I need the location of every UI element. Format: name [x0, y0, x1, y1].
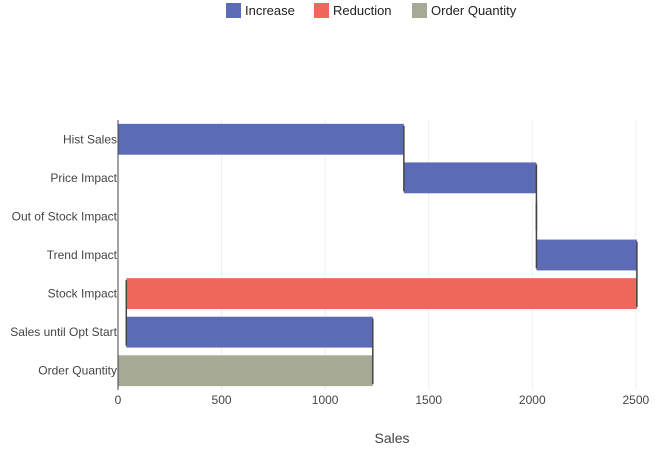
legend[interactable]: Increase Reduction Order Quantity	[226, 3, 517, 18]
y-tick-label: Price Impact	[50, 171, 117, 185]
legend-swatch	[226, 3, 241, 18]
bar-reduction	[126, 278, 637, 309]
x-tick-label: 2500	[623, 393, 650, 407]
legend-label: Order Quantity	[431, 3, 517, 18]
legend-item-total[interactable]: Order Quantity	[412, 3, 517, 18]
x-tick-labels: 0 500 1000 1500 2000 2500	[115, 393, 650, 407]
legend-label: Increase	[245, 3, 295, 18]
x-axis-title: Sales	[374, 430, 409, 446]
x-tick-label: 500	[212, 393, 232, 407]
x-tick-label: 0	[115, 393, 122, 407]
y-tick-label: Hist Sales	[63, 132, 117, 146]
legend-label: Reduction	[333, 3, 392, 18]
bar-increase	[403, 162, 537, 194]
y-tick-labels: Hist Sales Price Impact Out of Stock Impac…	[10, 132, 117, 377]
x-tick-label: 1500	[415, 393, 442, 407]
bar-increase	[118, 123, 404, 155]
bars	[118, 123, 637, 387]
bar-increase	[126, 316, 373, 348]
y-tick-label: Sales until Opt Start	[10, 325, 117, 339]
y-tick-label: Order Quantity	[38, 364, 117, 378]
x-tick-label: 1000	[312, 393, 339, 407]
legend-swatch	[314, 3, 329, 18]
x-tick-label: 2000	[519, 393, 546, 407]
connectors	[125, 125, 638, 385]
bar-total	[118, 355, 373, 387]
legend-item-reduction[interactable]: Reduction	[314, 3, 392, 18]
legend-item-increase[interactable]: Increase	[226, 3, 295, 18]
bar-increase	[536, 239, 637, 271]
y-tick-label: Trend Impact	[47, 248, 118, 262]
y-tick-label: Out of Stock Impact	[12, 209, 118, 223]
legend-swatch	[412, 3, 427, 18]
y-tick-label: Stock Impact	[48, 287, 118, 301]
